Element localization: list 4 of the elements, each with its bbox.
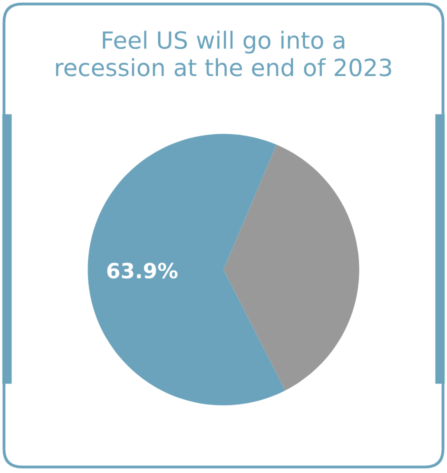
pie-slice bbox=[88, 134, 286, 406]
pie-slice bbox=[224, 144, 360, 391]
chart-title: Feel US will go into a recession at the end of 2023 bbox=[56, 30, 392, 76]
data-label: 63.9% bbox=[107, 262, 178, 279]
